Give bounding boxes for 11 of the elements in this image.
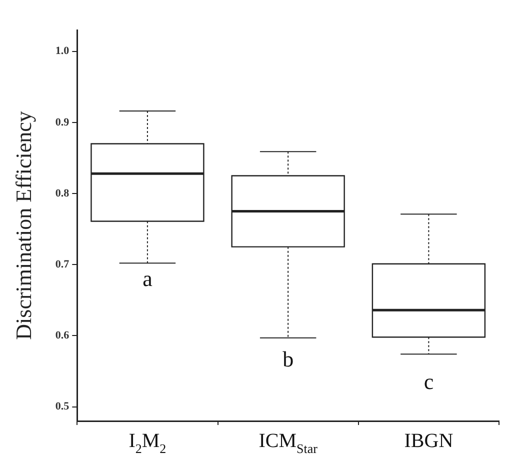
y-tick-label: 0.8: [55, 187, 70, 200]
y-tick-label: 0.6: [55, 330, 70, 342]
y-tick-label: 0.7: [55, 258, 70, 270]
annotation: b: [282, 346, 294, 372]
y-tick-label: 0.9: [55, 116, 70, 128]
y-tick-label: 0.5: [55, 400, 70, 413]
x-tick-label: IBGN: [404, 430, 454, 452]
annotation: c: [424, 368, 434, 394]
y-axis-title: Discrimination Efficiency: [10, 111, 36, 340]
y-tick-label: 1.0: [55, 45, 70, 58]
annotation: a: [142, 266, 153, 291]
